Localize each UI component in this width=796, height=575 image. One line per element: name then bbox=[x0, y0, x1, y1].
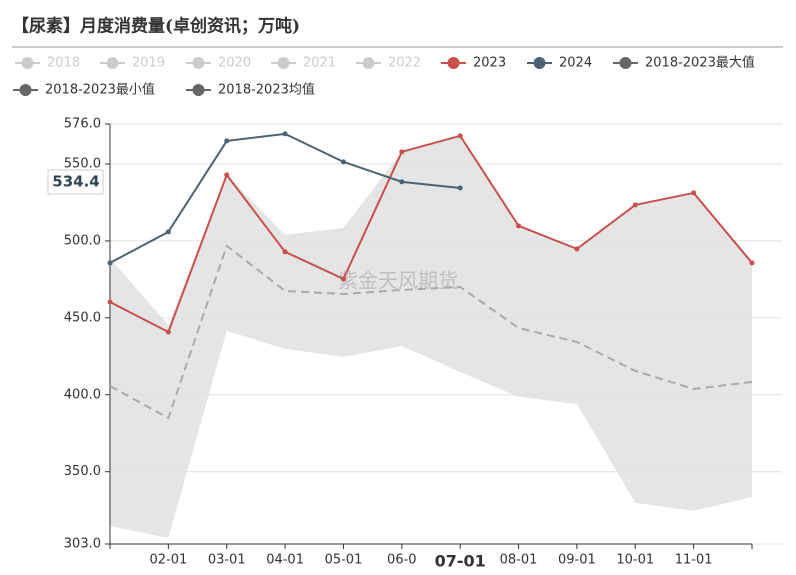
point bbox=[165, 229, 171, 235]
legend-item: 2018-2023最小值 bbox=[13, 82, 155, 98]
legend-icon-dot bbox=[362, 57, 375, 69]
legend-label: 2018-2023均值 bbox=[218, 82, 315, 98]
y-tick-label: 550.0 bbox=[64, 157, 101, 172]
point bbox=[224, 138, 230, 144]
point bbox=[691, 190, 697, 196]
series-line bbox=[109, 134, 753, 334]
y-tick-label: 350.0 bbox=[64, 464, 101, 479]
legend-label: 2018-2023最小值 bbox=[45, 82, 155, 98]
watermark: 紫金天风期货 bbox=[338, 269, 458, 293]
legend-label: 2019 bbox=[132, 56, 165, 71]
point bbox=[107, 260, 113, 266]
x-tick-label: 03-01 bbox=[208, 553, 246, 568]
point bbox=[457, 133, 463, 139]
legend-icon-dot bbox=[192, 57, 205, 69]
x-tick-label: 06-0 bbox=[387, 553, 417, 568]
legend-label: 2023 bbox=[473, 56, 506, 71]
point bbox=[574, 246, 580, 252]
point bbox=[457, 185, 463, 191]
point bbox=[340, 276, 346, 282]
legend-item: 2018-2023均值 bbox=[186, 82, 315, 98]
legend-icon-dot bbox=[19, 84, 32, 96]
legend-label: 2022 bbox=[388, 56, 421, 71]
legend-icon-dot bbox=[21, 57, 34, 69]
legend-item: 2021 bbox=[271, 56, 336, 71]
x-tick-label: 07-01 bbox=[435, 552, 486, 571]
legend-item: 2018-2023最大值 bbox=[613, 55, 755, 71]
point bbox=[399, 149, 405, 155]
x-tick-label: 11-01 bbox=[675, 553, 713, 568]
point bbox=[165, 329, 171, 335]
x-tick-label: 02-01 bbox=[149, 553, 187, 568]
point bbox=[516, 223, 522, 229]
legend-item: 2018 bbox=[15, 56, 80, 71]
band-min-area bbox=[110, 330, 752, 544]
y-tick-label: 400.0 bbox=[64, 387, 101, 402]
legend-item: 2019 bbox=[100, 56, 165, 71]
legend-icon-dot bbox=[106, 57, 119, 69]
point bbox=[749, 260, 755, 266]
pointer-box bbox=[47, 169, 104, 195]
x-tick-label: 10-01 bbox=[616, 553, 654, 568]
x-tick-label: 09-01 bbox=[558, 553, 596, 568]
y-tick-label: 450.0 bbox=[64, 310, 101, 325]
y-tick-label: 303.0 bbox=[64, 537, 101, 552]
legend-label: 2024 bbox=[559, 56, 592, 71]
legend-icon-dot bbox=[277, 57, 290, 69]
legend-label: 2018-2023最大值 bbox=[645, 55, 755, 71]
legend-label: 2018 bbox=[47, 56, 80, 71]
legend-item: 2020 bbox=[186, 56, 251, 71]
point bbox=[399, 179, 405, 185]
legend-icon-dot bbox=[619, 57, 632, 69]
point bbox=[107, 299, 113, 305]
legend-item: 2023 bbox=[441, 56, 506, 71]
chart-title: 【尿素】月度消费量(卓创资讯；万吨) bbox=[12, 16, 300, 37]
legend-icon-dot bbox=[192, 84, 205, 96]
point bbox=[282, 249, 288, 255]
point bbox=[282, 131, 288, 137]
point bbox=[632, 202, 638, 208]
point bbox=[340, 159, 346, 165]
legend-item: 2022 bbox=[356, 56, 421, 71]
y-tick-label: 500.0 bbox=[64, 233, 101, 248]
x-tick-label: 04-01 bbox=[266, 553, 304, 568]
pointer-label: 534.4 bbox=[52, 173, 99, 191]
y-tick-label: 576.0 bbox=[64, 117, 101, 132]
legend-label: 2020 bbox=[218, 56, 251, 71]
legend-item: 2024 bbox=[527, 56, 592, 71]
legend-icon-dot bbox=[533, 57, 546, 69]
mean-line bbox=[109, 244, 753, 420]
x-tick-label: 08-01 bbox=[500, 553, 538, 568]
point bbox=[224, 172, 230, 178]
x-tick-label: 05-01 bbox=[325, 553, 363, 568]
legend-icon-dot bbox=[447, 57, 460, 69]
legend-label: 2021 bbox=[303, 56, 336, 71]
